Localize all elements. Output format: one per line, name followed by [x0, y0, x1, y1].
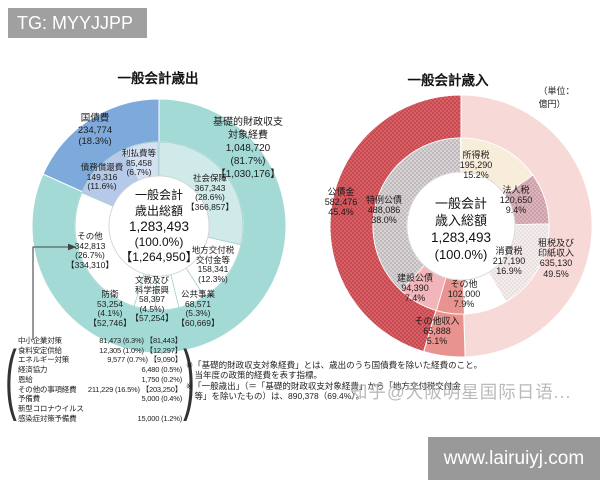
open-paren-glyph: (	[5, 334, 17, 422]
label-expenditure-sonota: その他 342,813 (26.7%) 【334,310】	[66, 231, 114, 270]
label-revenue-shotoku: 所得税 195,290 15.2%	[459, 150, 493, 181]
footnote-line: ※「一般歳出」（＝「基礎的財政収支対象経費」から「地方交付税交付金	[186, 380, 461, 391]
breakdown-item-value: 211,229 (16.5%) 【203,250】	[87, 384, 182, 394]
footnotes: ※「基礎的財政収支対象経費」とは、歳出のうち国債費を除いた経費のこと。 当年度の…	[186, 360, 566, 402]
label-expenditure-koukyou: 公共事業 68,571 (5.3%) 【60,669】	[176, 289, 220, 328]
breakdown-item-value: 6,480 (0.5%)	[141, 365, 182, 375]
breakdown-row: その他の事項経費 211,229 (16.5%) 【203,250】	[18, 385, 182, 395]
label-expenditure-chihou: 地方交付税 交付金等 158,341 (12.3%)	[191, 245, 235, 284]
breakdown-item-value: 9,577 (0.7%) 【9,090】	[107, 355, 182, 365]
breakdown-row: 恩給 1,750 (0.2%)	[18, 375, 182, 385]
label-revenue-kousaikin: 公債金 582,476 45.4%	[324, 187, 358, 218]
breakdown-item-name: 新型コロナウイルス	[18, 403, 84, 413]
site-watermark-badge: www.lairuiyj.com	[428, 437, 600, 480]
expenditure-chart-title: 一般会計歳出	[117, 71, 199, 86]
label-revenue-sonota_zei: その他 102,000 7.9%	[447, 279, 481, 310]
breakdown-row: 中小企業対策 81,473 (6.3%) 【81,443】	[18, 336, 182, 346]
tg-watermark-badge: TG: MYYJJPP	[8, 8, 147, 38]
breakdown-row: 経済協力 6,480 (0.5%)	[18, 365, 182, 375]
breakdown-row: 予備費 5,000 (0.4%)	[18, 394, 182, 404]
breakdown-item-name: 経済協力	[18, 365, 48, 375]
breakdown-item-name: 中小企業対策	[18, 336, 62, 345]
label-revenue-houjin: 法人税 120,650 9.4%	[499, 185, 533, 216]
label-expenditure-kiso: 基礎的財政収支 対象経費 1,048,720 (81.7%) 【1,030,176】	[213, 117, 283, 180]
breakdown-item-value: 15,000 (1.2%)	[137, 413, 182, 423]
breakdown-item-name: エネルギー対策	[18, 355, 70, 365]
breakdown-item-value: 81,473 (6.3%) 【81,443】	[99, 336, 182, 345]
sonota-callout-arrowhead	[68, 243, 77, 251]
label-revenue-kensetsu: 建設公債 94,390 7.4%	[396, 273, 434, 304]
breakdown-row: 新型コロナウイルス	[18, 404, 182, 414]
label-expenditure-shakai: 社会保障 367,343 (28.6%) 【366,857】	[186, 173, 234, 212]
label-expenditure-bouei: 防衛 53,254 (4.1%) 【52,746】	[88, 289, 132, 328]
breakdown-row: エネルギー対策 9,577 (0.7%) 【9,090】	[18, 355, 182, 365]
footnote-line: 等」を除いたもの）は、890,378（69.4%）。	[186, 391, 365, 402]
revenue-chart-title: 一般会計歳入	[407, 73, 489, 88]
label-revenue-sonota_shunyu: その他収入 65,888 5.1%	[414, 316, 460, 347]
breakdown-item-name: 恩給	[18, 374, 33, 384]
zhihu-watermark: 知乎@大阪明星国际日语...	[350, 382, 572, 402]
center-circle-expenditure	[108, 175, 210, 277]
center-circle-revenue	[406, 171, 516, 281]
label-revenue-sozei: 租税及び 印紙収入 635,130 49.5%	[537, 238, 575, 279]
sonota-callout-line	[32, 246, 68, 340]
close-paren-glyph: )	[183, 334, 195, 422]
center-text-revenue: 一般会計 歳入総額 1,283,493 (100.0%)	[430, 196, 492, 262]
center-text-expenditure: 一般会計 歳出総額 1,283,493 (100.0%) 【1,264,950】	[120, 188, 198, 264]
label-expenditure-bunkyou: 文教及び 科学振興 58,397 (4.5%) 【57,254】	[130, 275, 174, 324]
label-revenue-shouhi: 消費税 217,190 16.9%	[492, 246, 526, 277]
sonota-breakdown-list: ( ) 中小企業対策 81,473 (6.3%) 【81,443】食料安定供給 12…	[5, 334, 195, 424]
breakdown-item-value: 1,750 (0.2%)	[141, 374, 182, 384]
label-expenditure-saimu: 債務償還費 149,316 (11.6%)	[80, 162, 124, 192]
breakdown-row: 食料安定供給 12,305 (1.0%) 【12,297】	[18, 346, 182, 356]
label-expenditure-kokusai: 国債費 234,774 (18.3%)	[77, 113, 113, 147]
breakdown-row: 感染症対策予備費 15,000 (1.2%)	[18, 414, 182, 424]
footnote-line: ※「基礎的財政収支対象経費」とは、歳出のうち国債費を除いた経費のこと。	[186, 360, 483, 370]
unit-label: （単位：億円）	[538, 86, 575, 109]
breakdown-item-name: その他の事項経費	[18, 384, 77, 394]
label-expenditure-riharai: 利払費等 85,458 (6.7%)	[121, 148, 157, 178]
breakdown-item-value: 12,305 (1.0%) 【12,297】	[99, 345, 182, 355]
breakdown-item-value: 5,000 (0.4%)	[141, 394, 182, 404]
footnote-line: 当年度の政策的経費を表す指標。	[186, 370, 323, 381]
breakdown-item-name: 食料安定供給	[18, 345, 62, 355]
label-revenue-tokurei: 特例公債 488,086 38.0%	[365, 195, 403, 226]
breakdown-item-name: 予備費	[18, 394, 40, 404]
breakdown-item-name: 感染症対策予備費	[18, 413, 77, 423]
